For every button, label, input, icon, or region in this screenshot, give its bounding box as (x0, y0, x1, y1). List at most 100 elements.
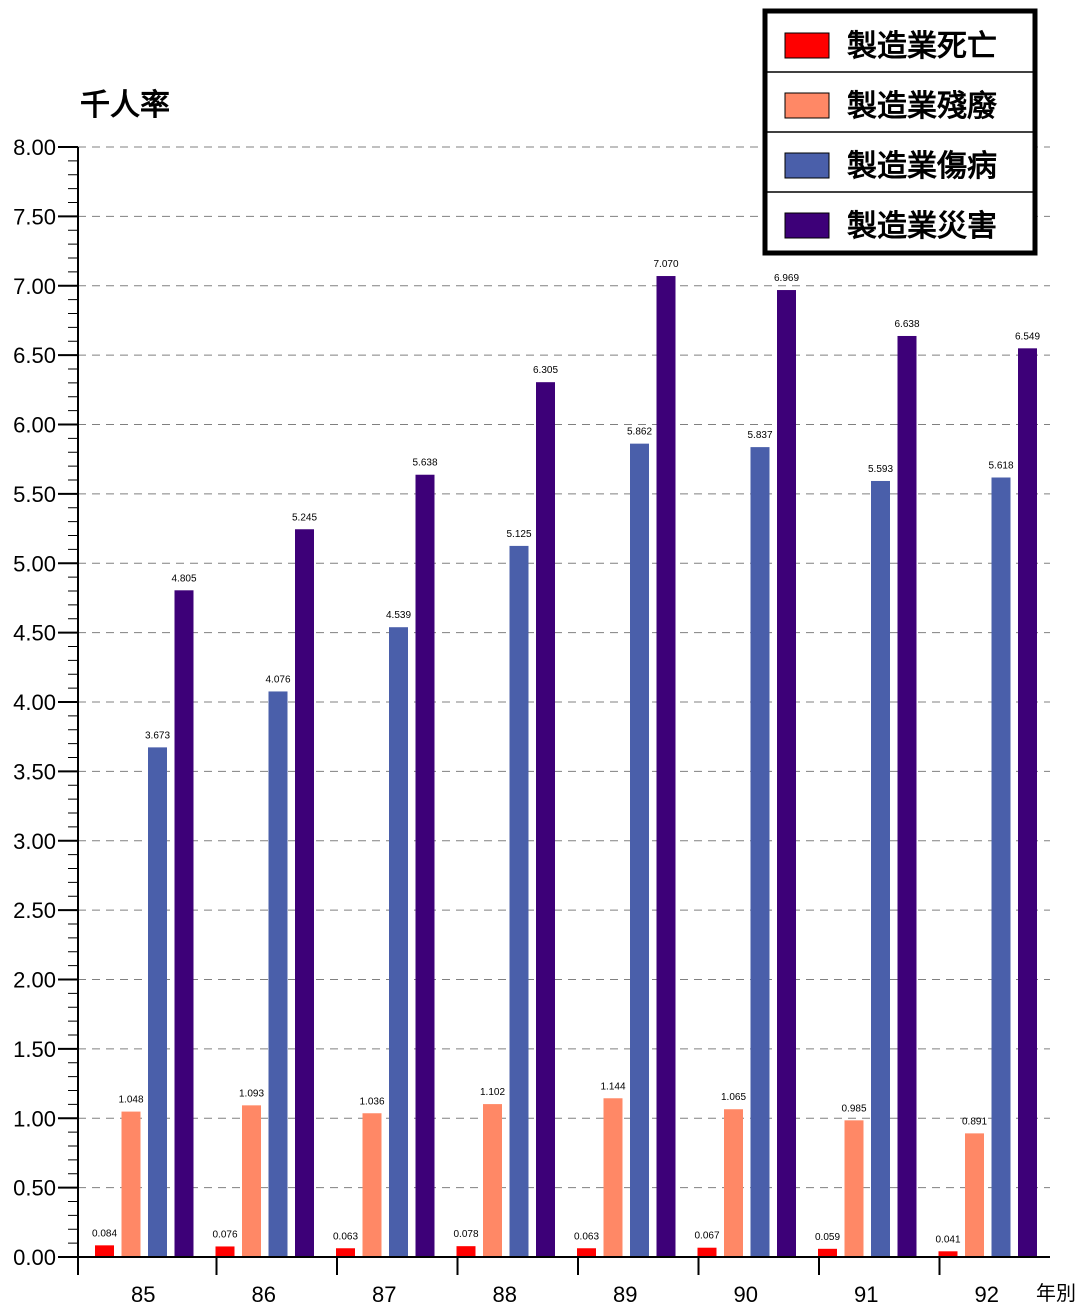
bar (656, 276, 676, 1258)
data-label: 0.891 (962, 1116, 987, 1127)
bar (697, 1247, 717, 1257)
data-label: 3.673 (145, 730, 170, 741)
data-label: 5.593 (868, 464, 893, 475)
legend-label: 製造業殘廢 (847, 89, 998, 124)
legend-swatch (784, 92, 830, 119)
bars (95, 276, 1037, 1258)
bar (415, 474, 435, 1257)
y-tick-label: 0.50 (13, 1176, 56, 1201)
bar (965, 1133, 984, 1257)
bar (750, 447, 770, 1258)
data-label: 5.125 (506, 529, 531, 540)
x-tick-label: 92 (975, 1282, 999, 1304)
data-label: 1.144 (600, 1081, 625, 1092)
data-label: 4.076 (265, 674, 290, 685)
data-label: 0.063 (333, 1231, 358, 1242)
bar (630, 443, 649, 1258)
x-tick-label: 90 (734, 1282, 758, 1304)
bar (871, 480, 890, 1257)
y-tick-label: 7.00 (13, 274, 56, 299)
data-label: 5.837 (747, 430, 772, 441)
data-label: 1.048 (118, 1095, 143, 1106)
y-tick-label: 5.50 (13, 482, 56, 507)
bar (1018, 348, 1037, 1257)
y-tick-label: 2.00 (13, 968, 56, 993)
x-tick-label: 88 (493, 1282, 517, 1304)
x-tick-label: 86 (252, 1282, 276, 1304)
bar (242, 1105, 261, 1257)
bar (174, 590, 194, 1257)
x-tick-label: 87 (372, 1282, 396, 1304)
data-label: 5.618 (988, 461, 1013, 472)
data-label: 1.065 (721, 1092, 746, 1103)
y-tick-label: 5.00 (13, 551, 56, 576)
bar (844, 1120, 864, 1257)
y-axis-title: 千人率 (80, 88, 170, 123)
data-label: 4.539 (386, 610, 411, 621)
data-labels: 0.084 1.048 3.673 4.805 0.076 1.093 4.076 5.245… (92, 259, 1040, 1245)
data-label: 0.078 (453, 1229, 478, 1240)
y-tick-label: 4.50 (13, 621, 56, 646)
data-label: 7.070 (653, 259, 678, 270)
x-axis-title: 年別 (1036, 1281, 1076, 1304)
data-label: 6.969 (774, 273, 799, 284)
bar (777, 290, 796, 1257)
bar (362, 1113, 382, 1257)
bar (456, 1246, 476, 1257)
legend-swatch (784, 212, 830, 239)
y-tick-label: 8.00 (13, 135, 56, 160)
data-label: 1.093 (239, 1088, 264, 1099)
bar (268, 691, 288, 1257)
data-label: 0.985 (841, 1103, 866, 1114)
bar (724, 1109, 743, 1257)
legend-swatch (784, 152, 830, 179)
bar (148, 747, 167, 1257)
legend-label: 製造業傷病 (847, 149, 997, 184)
bar (95, 1245, 114, 1257)
y-tick-label: 1.50 (13, 1037, 56, 1062)
data-label: 1.102 (480, 1087, 505, 1098)
data-label: 6.305 (533, 365, 558, 376)
data-label: 0.067 (694, 1231, 719, 1242)
bar (336, 1248, 355, 1257)
y-tick-label: 6.50 (13, 343, 56, 368)
data-label: 6.638 (894, 319, 919, 330)
data-label: 5.862 (627, 427, 652, 438)
x-tick-label: 89 (613, 1282, 637, 1304)
bar (389, 627, 408, 1257)
bar (991, 477, 1011, 1257)
legend-label: 製造業死亡 (847, 29, 997, 64)
bar (536, 382, 555, 1257)
data-label: 0.041 (935, 1234, 960, 1245)
y-tick-label: 6.00 (13, 413, 56, 438)
data-label: 0.076 (212, 1229, 237, 1240)
bar (215, 1246, 235, 1257)
legend-label: 製造業災害 (847, 209, 997, 244)
bar (509, 545, 529, 1257)
data-label: 5.638 (412, 458, 437, 469)
y-tick-label: 7.50 (13, 204, 56, 229)
data-label: 0.084 (92, 1228, 117, 1239)
data-label: 6.549 (1015, 331, 1040, 342)
axes: 0.00 0.50 1.00 1.50 2.00 2.50 3.00 3.50 4.00 4.50… (13, 135, 1050, 1304)
bar (295, 529, 314, 1257)
data-label: 4.805 (171, 573, 196, 584)
legend-swatch (784, 32, 830, 59)
data-label: 5.245 (292, 512, 317, 523)
bar (483, 1104, 502, 1257)
x-tick-label: 91 (854, 1282, 878, 1304)
y-tick-label: 3.50 (13, 759, 56, 784)
bar (603, 1098, 623, 1257)
y-tick-label: 1.00 (13, 1106, 56, 1131)
bar (121, 1111, 141, 1257)
data-label: 0.059 (815, 1232, 840, 1243)
bar (897, 335, 917, 1257)
y-tick-label: 3.00 (13, 829, 56, 854)
y-tick-label: 4.00 (13, 690, 56, 715)
bar (818, 1248, 837, 1257)
data-label: 1.036 (359, 1096, 384, 1107)
y-tick-label: 2.50 (13, 898, 56, 923)
bar (938, 1251, 958, 1257)
